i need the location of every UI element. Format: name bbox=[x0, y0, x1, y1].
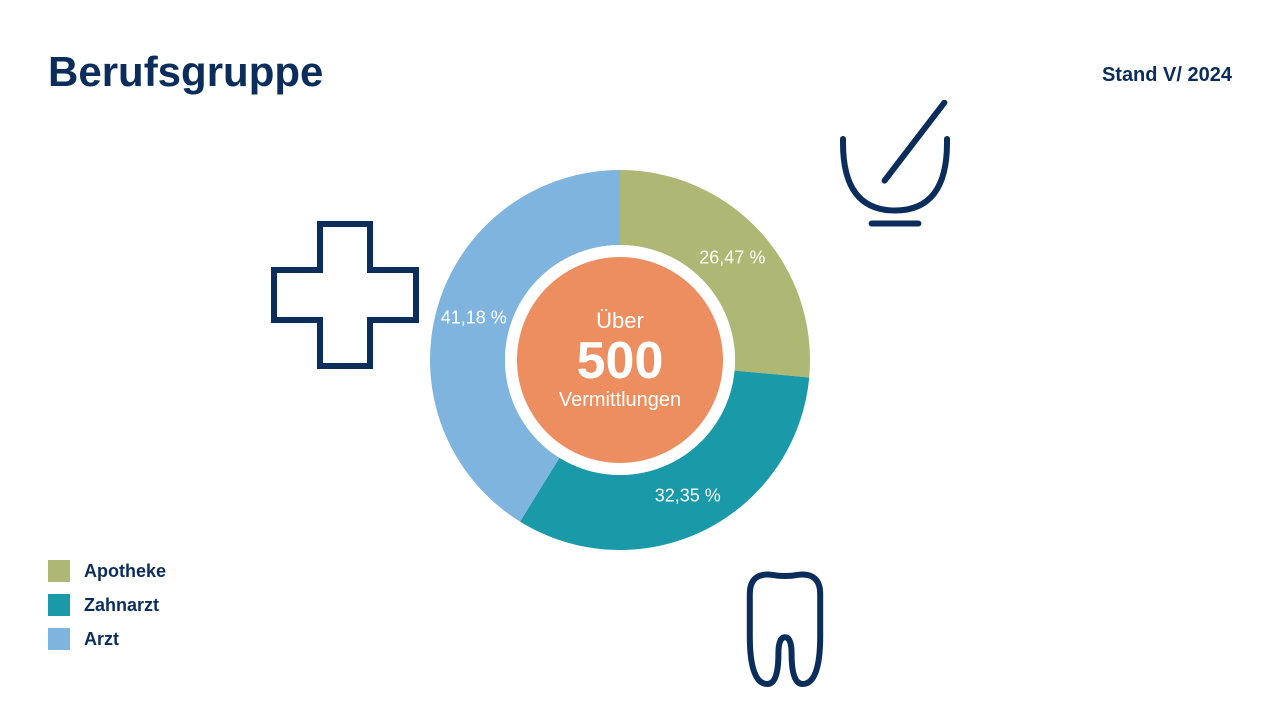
legend-swatch bbox=[48, 628, 70, 650]
donut-center-label: Über500Vermittlungen bbox=[559, 308, 681, 412]
slice-label-arzt: 41,18 % bbox=[441, 308, 507, 329]
tooth-icon bbox=[730, 570, 840, 690]
legend-item-arzt: Arzt bbox=[48, 628, 166, 650]
center-line1: Über bbox=[559, 308, 681, 334]
legend-swatch bbox=[48, 594, 70, 616]
legend-swatch bbox=[48, 560, 70, 582]
slice-label-apotheke: 26,47 % bbox=[699, 247, 765, 268]
slice-label-zahnarzt: 32,35 % bbox=[655, 486, 721, 507]
center-line3: Vermittlungen bbox=[559, 389, 681, 412]
legend: Apotheke Zahnarzt Arzt bbox=[48, 560, 166, 662]
legend-item-zahnarzt: Zahnarzt bbox=[48, 594, 166, 616]
legend-label: Apotheke bbox=[84, 561, 166, 582]
page-title: Berufsgruppe bbox=[48, 48, 323, 96]
legend-item-apotheke: Apotheke bbox=[48, 560, 166, 582]
mortar-icon bbox=[830, 100, 960, 230]
cross-icon bbox=[270, 220, 420, 370]
center-line2: 500 bbox=[559, 334, 681, 389]
legend-label: Zahnarzt bbox=[84, 595, 159, 616]
legend-label: Arzt bbox=[84, 629, 119, 650]
status-date: Stand V/ 2024 bbox=[1102, 64, 1232, 87]
